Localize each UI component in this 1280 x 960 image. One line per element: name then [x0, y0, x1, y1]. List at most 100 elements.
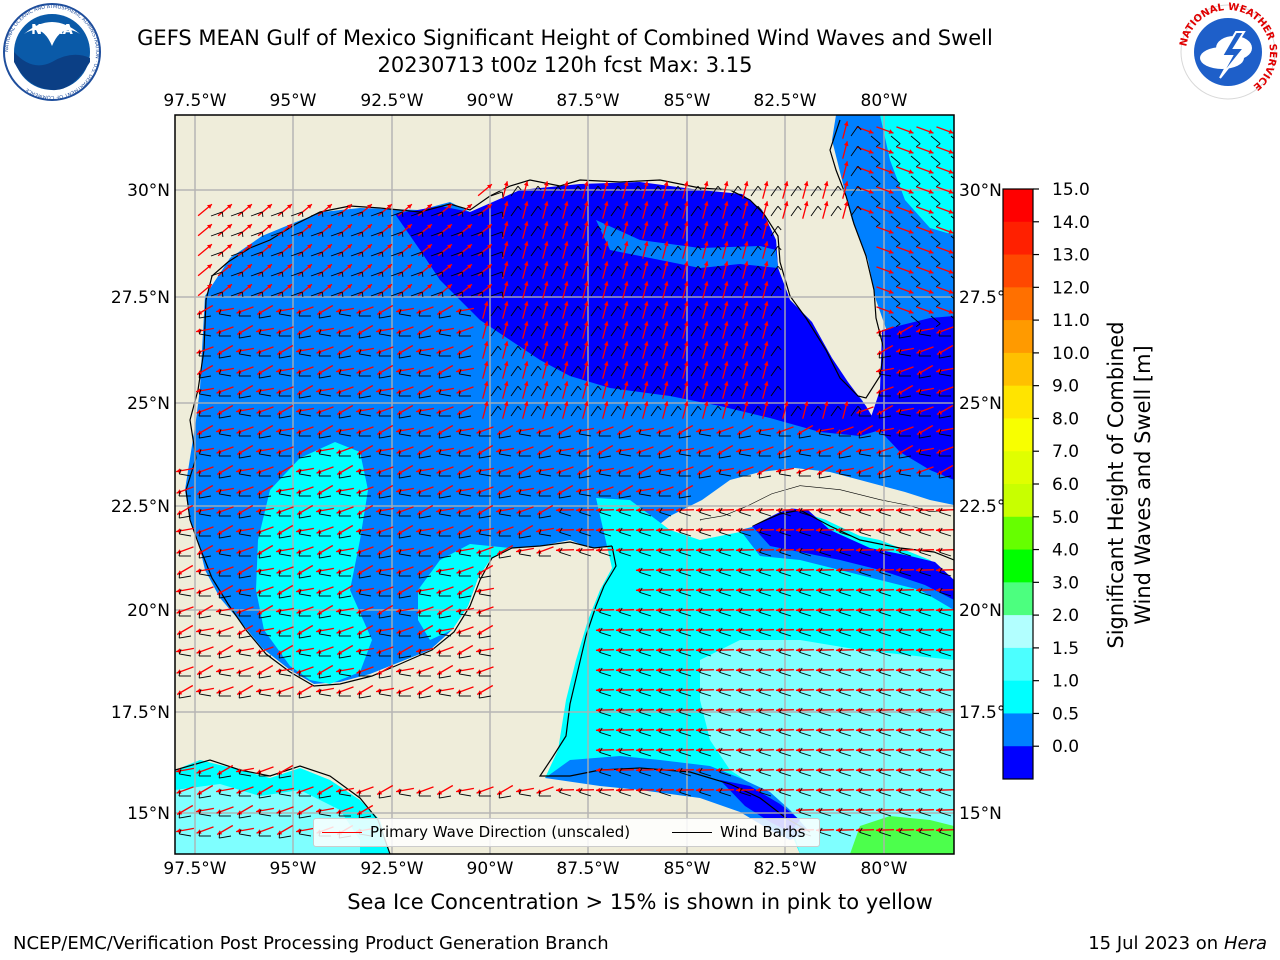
wind-barb — [859, 611, 872, 617]
wind-barb — [399, 355, 412, 359]
wind-barb — [559, 511, 572, 517]
wind-barb-flag — [737, 405, 742, 411]
wave-arrow-head — [357, 810, 363, 815]
wind-barb-flag — [341, 271, 344, 277]
wind-barb — [199, 795, 212, 799]
wave-arrow-head — [836, 647, 841, 653]
wind-barb — [299, 353, 312, 357]
wind-barb-flag — [819, 647, 823, 653]
wave-arrow-head — [636, 449, 642, 454]
wind-barb-flag — [779, 787, 783, 793]
wind-barb-flag — [598, 469, 602, 475]
wind-barb-flag — [241, 271, 244, 277]
wave-arrow-head — [916, 409, 922, 414]
wind-barb-flag — [719, 647, 723, 653]
wind-barb-flag — [301, 271, 304, 277]
wind-barb-flag — [777, 405, 782, 411]
wind-barb — [770, 345, 779, 357]
wave-arrow-head — [623, 241, 629, 247]
wind-barb-flag — [198, 509, 202, 515]
wave-arrow-head — [816, 687, 821, 693]
wind-barb-flag — [478, 611, 481, 617]
wave-arrow-head — [657, 450, 663, 455]
wind-barb-flag — [799, 707, 803, 713]
wind-barb — [739, 691, 752, 697]
wind-barb — [239, 335, 252, 339]
wave-arrow-head — [563, 241, 569, 247]
wind-barb — [610, 205, 619, 217]
wind-barb-flag — [679, 527, 683, 533]
wind-barb-flag — [617, 305, 622, 311]
wind-barb-flag — [779, 527, 783, 533]
wind-barb-flag — [658, 469, 662, 475]
wind-barb — [639, 591, 652, 597]
wind-barb-flag — [717, 285, 722, 291]
wave-arrow-head — [556, 547, 561, 553]
wind-barb — [439, 375, 452, 379]
wind-barb-flag — [559, 507, 563, 513]
wind-barb-flag — [739, 627, 743, 633]
wave-arrow-head — [543, 341, 549, 347]
wind-barb — [919, 731, 932, 737]
wind-barb-flag — [879, 567, 883, 573]
wave-arrow-head — [516, 449, 522, 454]
wind-barb — [510, 225, 519, 237]
wave-arrow-head — [257, 610, 263, 615]
wind-barb-flag — [938, 331, 941, 337]
wind-barb-flag — [899, 627, 903, 633]
wave-arrow-head — [603, 301, 609, 307]
wave-arrow-head — [816, 787, 821, 793]
wind-barb — [590, 245, 599, 257]
wind-barb-flag — [819, 787, 823, 793]
wave-arrow-head — [823, 201, 829, 207]
wind-barb — [510, 185, 519, 197]
wind-barb-flag — [719, 727, 723, 733]
wave-arrow-head — [623, 381, 629, 387]
wave-arrow-head — [676, 469, 682, 474]
wave-arrow-head — [276, 689, 282, 694]
wind-barb — [739, 651, 752, 657]
wind-barb — [330, 231, 343, 237]
wind-barb-flag — [819, 807, 823, 813]
wind-barb-flag — [441, 231, 444, 237]
colorbar-tick-label: 0.0 — [1052, 737, 1079, 757]
wave-arrow-head — [796, 647, 801, 653]
wave-arrow-head — [487, 204, 492, 209]
wind-barb-flag — [559, 787, 563, 793]
wind-barb — [859, 631, 872, 637]
wind-barb — [459, 655, 472, 659]
wind-barb-flag — [338, 631, 341, 637]
wave-arrow-head — [816, 747, 821, 753]
wind-barb-flag — [559, 547, 563, 553]
wind-barb-flag — [301, 291, 304, 297]
colorbar-segment — [1003, 680, 1033, 714]
wave-arrow-head — [856, 687, 861, 693]
wind-barb-flag — [657, 245, 662, 251]
wind-barb — [699, 711, 712, 717]
wind-barb — [939, 373, 952, 377]
wind-barb-flag — [779, 547, 783, 553]
wave-arrow-head — [936, 687, 941, 693]
wind-barb-flag — [579, 787, 583, 793]
wave-arrow-head — [237, 330, 243, 335]
wind-barb — [939, 631, 952, 637]
wave-arrow-head — [487, 244, 492, 249]
wave-arrow-head — [696, 547, 701, 553]
wind-barb-flag — [438, 591, 441, 597]
wind-barb-flag — [778, 469, 782, 475]
wave-arrow-head — [756, 449, 762, 454]
wave-arrow-head — [676, 767, 681, 773]
wave-arrow-head — [456, 329, 462, 334]
wave-arrow-head — [637, 470, 643, 475]
wind-barb — [530, 385, 539, 397]
wind-barb-flag — [935, 203, 941, 208]
wind-barb-flag — [799, 807, 803, 813]
wind-barb-flag — [599, 527, 603, 533]
wind-barb-flag — [198, 389, 202, 395]
wind-barb-flag — [919, 507, 923, 513]
wind-barb — [439, 573, 452, 577]
wind-barb-flag — [875, 163, 881, 168]
wind-barb — [819, 731, 832, 737]
wind-barb-flag — [777, 185, 782, 191]
wave-arrow-head — [836, 827, 841, 833]
